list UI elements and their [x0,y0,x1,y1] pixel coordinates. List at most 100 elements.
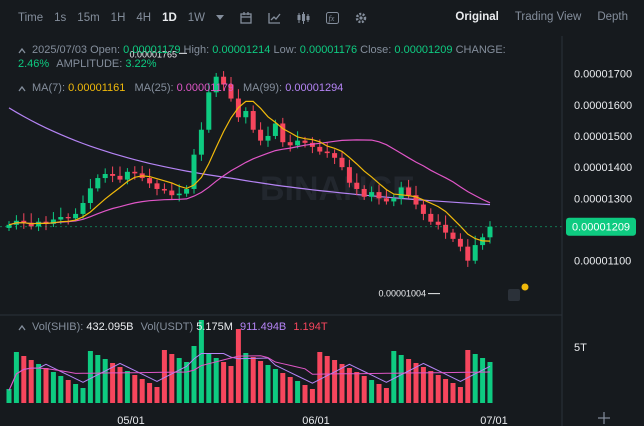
timeframe-4h[interactable]: 4H [136,12,152,24]
candle-body [428,213,434,222]
candle-body [43,221,49,224]
volume-bar [43,368,49,403]
candle-body [50,219,56,224]
volume-bar [376,384,382,403]
volume-bar [339,364,345,403]
candle-body [420,204,426,214]
watermark: BINANCE [260,170,415,208]
candle-body [184,188,190,194]
indicator-icon[interactable] [268,12,281,24]
volume-bar [398,355,404,403]
volume-bar [391,351,397,403]
timeframe-15m[interactable]: 15m [77,12,100,24]
volume-bar [124,371,130,403]
ma-line: MA(7): 0.00001161 MA(25): 0.00001179 MA(… [18,82,343,94]
open-value: 0.00001179 [123,44,181,56]
volume-bar [332,360,338,403]
ohlc-line-1: 2025/07/03 Open: 0.00001179 High: 0.0000… [18,44,506,56]
volume-bar [154,387,160,403]
volume-bar [265,365,271,403]
volume-bar [295,381,301,403]
vol-shib-value: 432.095B [86,321,134,333]
high-marker-label: 0.00001765 [129,49,177,59]
ma25-label: MA(25): [134,82,174,94]
volume-bar [450,383,456,403]
volume-bar [457,387,463,403]
volume-bar [406,359,412,403]
volume-bar [472,354,478,403]
candle-body [147,178,153,184]
candle-body [95,178,101,189]
ma25-value: 0.00001179 [176,82,234,94]
volume-bar [487,362,493,403]
candle-body [317,146,323,152]
y-axis-tick-label: 0.00001600 [574,100,632,112]
candle-body [87,188,93,203]
volume-bar [206,354,212,403]
candle-body [280,123,286,143]
volume-bar [428,371,434,403]
volume-bar [21,356,27,403]
chevron-down-icon[interactable] [216,15,225,21]
collapse-icon[interactable] [18,84,26,92]
y-axis-tick-label: 0.00001100 [574,256,631,268]
volume-bar [317,352,323,403]
volume-ma-line [8,355,491,391]
settings-icon[interactable] [355,12,367,24]
candle-body [295,140,301,146]
candle-body [110,173,116,176]
change-value: 2.46% [18,58,50,70]
volume-bar [243,353,249,403]
timeframe-1d[interactable]: 1D [162,12,177,24]
volume-bar [221,362,227,403]
candle-body [117,175,123,180]
close-label: Close: [360,44,392,56]
open-label: Open: [90,44,121,56]
collapse-icon[interactable] [18,46,26,54]
volume-bar [235,329,241,403]
tab-trading-view[interactable]: Trading View [514,11,582,23]
change-label: CHANGE: [455,44,506,56]
candle-body [346,167,352,183]
tab-depth[interactable]: Depth [597,11,628,23]
volume-bar [95,355,101,403]
volume-ma-line [8,353,491,391]
collapse-icon[interactable] [18,323,26,331]
vol-usdt-label: Vol(USDT) [140,321,194,333]
volume-bar [169,354,175,403]
current-price-label: 0.00001209 [572,222,630,234]
volume-bar [36,364,42,403]
volume-bar [369,380,375,403]
candle-body [21,220,27,223]
candle-body [487,226,493,238]
timeframe-time[interactable]: Time [18,12,44,24]
timeframe-1w[interactable]: 1W [187,12,206,24]
volume-bar [443,379,449,403]
candle-body [369,192,375,197]
timeframe-1h[interactable]: 1H [110,12,126,24]
candle-body [65,217,71,219]
calendar-icon[interactable] [240,12,252,24]
candle-body [250,111,256,130]
high-value: 0.00001214 [212,44,271,56]
candle-body [309,142,315,147]
timeframe-1s[interactable]: 1s [54,12,67,24]
low-marker-label: 0.00001004 [378,289,426,299]
volume-bar [272,369,278,403]
candle-body [243,111,249,118]
ma7-value: 0.00001161 [68,82,126,94]
fx-icon[interactable]: fx [326,12,340,24]
volume-bar [250,357,256,403]
x-axis-tick-label: 05/01 [117,415,145,426]
low-value: 0.00001176 [299,44,358,56]
y-axis-tick-label: 0.00001700 [574,69,632,81]
candle-body [132,171,138,174]
volume-bar [346,368,352,403]
volume-bar [361,376,367,403]
volume-bar [191,346,197,403]
volume-bar [184,362,190,403]
candle-type-icon[interactable] [297,12,310,24]
x-axis-tick-label: 06/01 [302,415,330,426]
tab-original[interactable]: Original [455,11,499,23]
